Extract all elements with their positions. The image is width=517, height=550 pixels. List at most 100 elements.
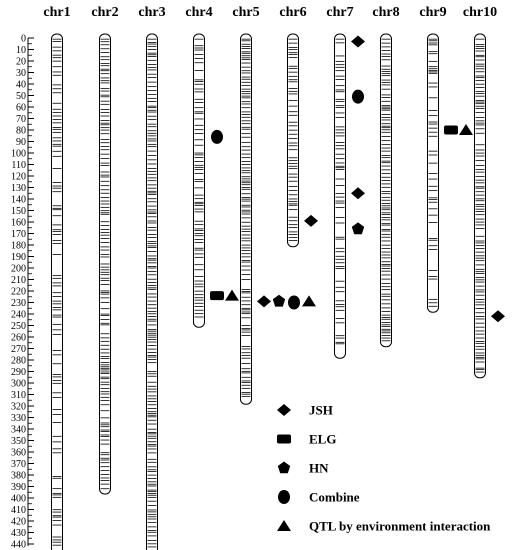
qtl-jsh-marker	[304, 214, 318, 227]
axis-tick-label: 410	[11, 505, 26, 516]
qtl-qxe-marker	[225, 289, 239, 301]
legend-label: Combine	[309, 490, 360, 505]
axis-tick-label: 390	[11, 482, 26, 493]
axis-tick-label: 420	[11, 517, 26, 528]
chromosome-chr3: chr3	[138, 5, 166, 550]
axis-tick-label: 110	[11, 160, 26, 171]
axis-tick-label: 330	[11, 413, 26, 424]
axis-tick-label: 70	[16, 114, 26, 125]
legend-label: JSH	[309, 403, 333, 418]
chromosome-bar	[51, 33, 63, 550]
axis-tick-label: 220	[11, 287, 26, 298]
axis-tick-label: 250	[11, 321, 26, 332]
axis-tick-label: 40	[16, 80, 26, 91]
legend: JSH ELG HN Combine QTL by environment intera…	[277, 403, 491, 534]
axis-tick-label: 260	[11, 333, 26, 344]
chromosome-label: chr4	[185, 5, 212, 20]
legend-item-jsh: JSH	[277, 403, 333, 418]
axis-tick-label: 90	[16, 137, 26, 148]
position-axis: 0102030405060708090100110120130140150160…	[11, 34, 34, 550]
legend-label: HN	[309, 461, 329, 476]
legend-item-elg: ELG	[277, 432, 336, 447]
axis-tick-label: 430	[11, 528, 26, 539]
chromosome-label: chr10	[463, 5, 497, 20]
axis-tick-label: 290	[11, 367, 26, 378]
axis-tick-label: 200	[11, 264, 26, 275]
qtl-jsh-marker	[257, 295, 271, 308]
chromosome-chr8: chr8	[372, 5, 400, 348]
qtl-elg-marker	[210, 291, 224, 301]
chromosome-label: chr5	[232, 5, 259, 20]
axis-tick-label: 350	[11, 436, 26, 447]
axis-tick-label: 160	[11, 218, 26, 229]
qtl-combine-marker	[288, 295, 300, 310]
qtl-jsh-marker	[351, 187, 365, 200]
qtl-combine-marker	[352, 89, 364, 104]
qtl-hn-marker	[272, 294, 286, 307]
axis-tick-label: 0	[21, 34, 26, 45]
chromosome-chr7: chr7	[326, 5, 354, 359]
chromosome-label: chr6	[279, 5, 306, 20]
axis-tick-label: 310	[11, 390, 26, 401]
chromosome-label: chr7	[326, 5, 353, 20]
axis-tick-label: 170	[11, 229, 26, 240]
qtl-qxe-marker	[459, 124, 473, 135]
axis-tick-label: 140	[11, 195, 26, 206]
chromosome-chr2: chr2	[91, 5, 119, 495]
axis-tick-label: 100	[11, 149, 26, 160]
axis-tick-label: 440	[11, 540, 26, 550]
axis-tick-label: 400	[11, 494, 26, 505]
legend-qxe-symbol	[277, 520, 291, 531]
axis-tick-label: 180	[11, 241, 26, 252]
legend-item-hn: HN	[277, 461, 329, 476]
axis-tick-label: 210	[11, 275, 26, 286]
axis-tick-label: 120	[11, 172, 26, 183]
chromosome-bar	[193, 33, 205, 328]
axis-tick-label: 270	[11, 344, 26, 355]
axis-tick-label: 150	[11, 206, 26, 217]
axis-tick-label: 20	[16, 57, 26, 68]
chromosome-label: chr9	[419, 5, 446, 20]
legend-item-qxe: QTL by environment interaction	[277, 519, 491, 534]
axis-tick-label: 50	[16, 91, 26, 102]
chromosome-bar	[146, 33, 158, 550]
axis-tick-label: 300	[11, 379, 26, 390]
qtl-layer	[210, 35, 505, 323]
qtl-jsh-marker	[491, 310, 505, 323]
chromosome-label: chr8	[372, 5, 399, 20]
chromosome-chr5: chr5	[232, 5, 260, 405]
legend-combine-symbol	[278, 490, 290, 504]
chromosome-chr4: chr4	[185, 5, 213, 328]
axis-tick-label: 190	[11, 252, 26, 263]
axis-tick-label: 360	[11, 448, 26, 459]
axis-tick-label: 10	[16, 45, 26, 56]
axis-tick-label: 30	[16, 68, 26, 79]
axis-tick-label: 230	[11, 298, 26, 309]
chromosome-label: chr2	[91, 5, 118, 20]
legend-item-combine: Combine	[278, 490, 360, 505]
chromosome-bar	[474, 33, 486, 379]
axis-tick-label: 240	[11, 310, 26, 321]
chromosome-chr9: chr9	[419, 5, 447, 313]
axis-tick-label: 370	[11, 459, 26, 470]
legend-label: QTL by environment interaction	[309, 519, 491, 534]
chromosome-bar	[334, 33, 346, 359]
legend-label: ELG	[309, 432, 336, 447]
axis-tick-label: 280	[11, 356, 26, 367]
legend-elg-symbol	[277, 434, 291, 444]
chromosome-bar	[287, 33, 299, 248]
axis-tick-label: 340	[11, 425, 26, 436]
legend-hn-symbol	[277, 461, 291, 474]
chromosome-label: chr3	[138, 5, 165, 20]
qtl-combine-marker	[211, 129, 223, 144]
qtl-hn-marker	[351, 222, 365, 235]
qtl-qxe-marker	[302, 295, 316, 307]
axis-tick-label: 130	[11, 183, 26, 194]
chromosome-chr1: chr1	[43, 5, 71, 550]
qtl-elg-marker	[444, 125, 458, 135]
chromosome-label: chr1	[43, 5, 70, 20]
chromosome-chr6: chr6	[279, 5, 307, 248]
legend-jsh-symbol	[277, 404, 291, 416]
axis-tick-label: 80	[16, 126, 26, 137]
